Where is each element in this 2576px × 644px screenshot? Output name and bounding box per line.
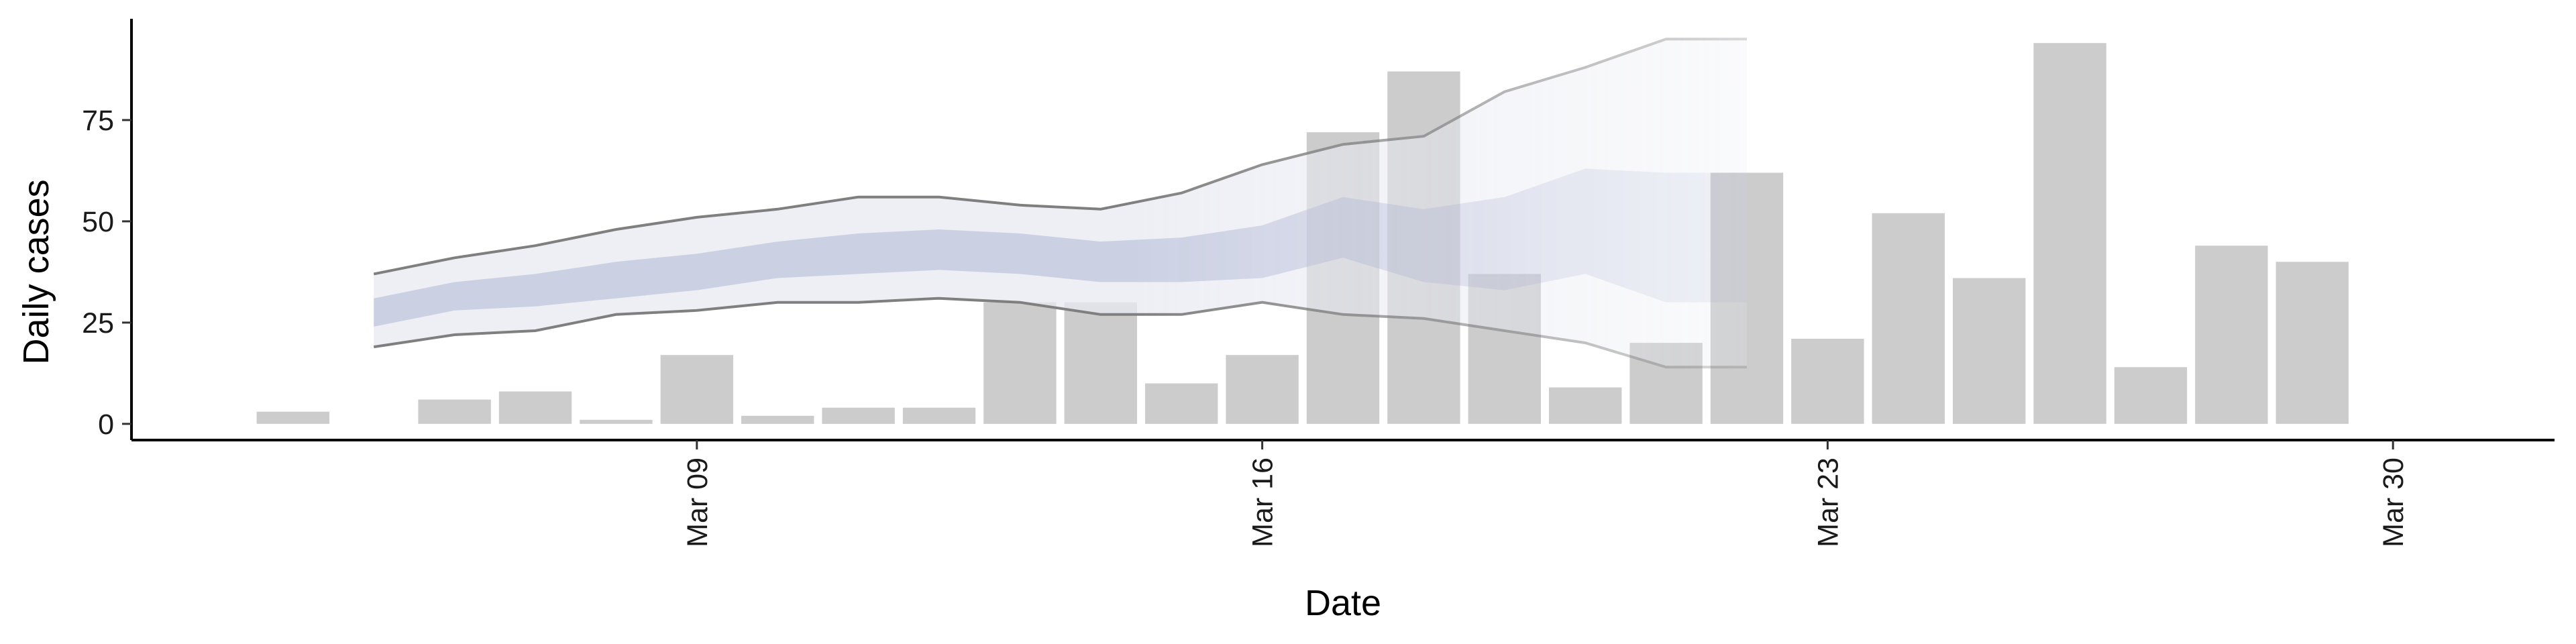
x-tick-label: Mar 16 <box>1247 458 1279 547</box>
x-axis-ticks: Mar 09 Mar 16 Mar 23 Mar 30 <box>682 440 2410 547</box>
bar <box>1791 339 1864 424</box>
bar <box>660 355 733 424</box>
y-tick-label: 75 <box>82 105 114 137</box>
bar <box>1953 278 2026 424</box>
bar <box>418 399 491 424</box>
y-tick-label: 50 <box>82 206 114 238</box>
y-axis-title: Daily cases <box>16 179 56 364</box>
bar <box>1145 383 1218 424</box>
bar <box>2033 43 2106 424</box>
y-tick-label: 25 <box>82 307 114 339</box>
bar <box>902 407 976 424</box>
lower-bound-line <box>373 297 1747 369</box>
x-tick-label: Mar 30 <box>2377 458 2410 547</box>
upper-bound-line <box>373 38 1747 276</box>
bar <box>2114 367 2188 424</box>
bar <box>2195 246 2268 424</box>
axes: Mar 09 Mar 16 Mar 23 Mar 30 0 25 50 75 <box>82 19 2555 547</box>
plot-area <box>256 38 2349 424</box>
y-axis-ticks: 0 25 50 75 <box>82 105 131 441</box>
bar <box>498 391 572 424</box>
bar <box>2275 262 2349 424</box>
bar <box>983 302 1057 424</box>
bar <box>1064 302 1137 424</box>
bar <box>256 411 329 424</box>
bar <box>822 407 895 424</box>
x-tick-label: Mar 23 <box>1812 458 1844 547</box>
x-tick-label: Mar 09 <box>682 458 714 547</box>
bar <box>1549 387 1622 424</box>
bar <box>741 415 814 424</box>
bar <box>1226 355 1299 424</box>
x-axis-title: Date <box>1305 583 1381 623</box>
bar <box>580 419 653 424</box>
bar <box>1872 213 1945 424</box>
band-group <box>373 38 1748 369</box>
estimate-bands <box>373 38 1748 369</box>
band-50 <box>374 168 1748 327</box>
y-tick-label: 0 <box>98 409 114 441</box>
